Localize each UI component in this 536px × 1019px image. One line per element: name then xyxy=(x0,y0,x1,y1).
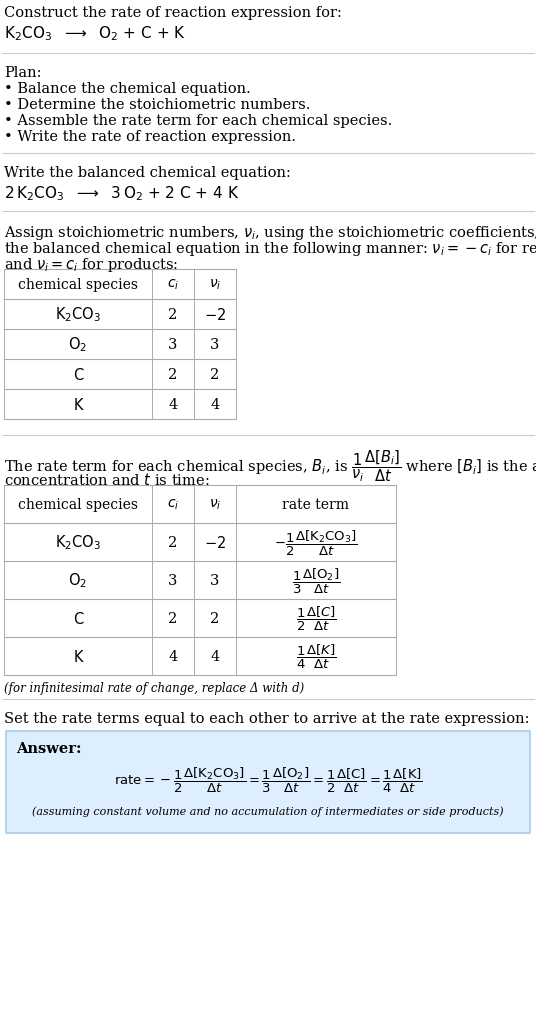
Text: Assign stoichiometric numbers, $\nu_i$, using the stoichiometric coefficients, $: Assign stoichiometric numbers, $\nu_i$, … xyxy=(4,224,536,242)
Text: $\dfrac{1}{2}\dfrac{\Delta[C]}{\Delta t}$: $\dfrac{1}{2}\dfrac{\Delta[C]}{\Delta t}… xyxy=(296,604,337,633)
Text: $\mathregular{K_2CO_3}$: $\mathregular{K_2CO_3}$ xyxy=(55,533,101,552)
Text: 4: 4 xyxy=(168,397,177,412)
Text: $-2$: $-2$ xyxy=(204,535,226,550)
Text: $-2$: $-2$ xyxy=(204,307,226,323)
Text: The rate term for each chemical species, $B_i$, is $\dfrac{1}{\nu_i}\dfrac{\Delt: The rate term for each chemical species,… xyxy=(4,447,536,483)
Text: • Write the rate of reaction expression.: • Write the rate of reaction expression. xyxy=(4,129,296,144)
Text: $-\dfrac{1}{2}\dfrac{\Delta[\mathregular{K_2CO_3}]}{\Delta t}$: $-\dfrac{1}{2}\dfrac{\Delta[\mathregular… xyxy=(274,528,358,557)
Text: $\dfrac{1}{3}\dfrac{\Delta[\mathregular{O_2}]}{\Delta t}$: $\dfrac{1}{3}\dfrac{\Delta[\mathregular{… xyxy=(292,566,340,595)
Text: $\mathregular{O_2}$: $\mathregular{O_2}$ xyxy=(69,571,87,590)
Text: chemical species: chemical species xyxy=(18,278,138,291)
Text: $\mathregular{2\,K_2CO_3}$  $\longrightarrow$  $\mathregular{3\,O_2}$ + 2 C + 4 : $\mathregular{2\,K_2CO_3}$ $\longrightar… xyxy=(4,183,240,203)
Text: C: C xyxy=(73,611,83,626)
Text: 2: 2 xyxy=(168,368,177,382)
Text: Construct the rate of reaction expression for:: Construct the rate of reaction expressio… xyxy=(4,6,342,20)
Text: 2: 2 xyxy=(210,368,220,382)
Text: the balanced chemical equation in the following manner: $\nu_i = -c_i$ for react: the balanced chemical equation in the fo… xyxy=(4,239,536,258)
Text: K: K xyxy=(73,649,83,663)
Text: • Assemble the rate term for each chemical species.: • Assemble the rate term for each chemic… xyxy=(4,114,392,127)
Text: 4: 4 xyxy=(168,649,177,663)
Text: 2: 2 xyxy=(168,611,177,626)
Text: 2: 2 xyxy=(210,611,220,626)
Text: Set the rate terms equal to each other to arrive at the rate expression:: Set the rate terms equal to each other t… xyxy=(4,711,530,726)
Text: chemical species: chemical species xyxy=(18,497,138,512)
Text: 4: 4 xyxy=(210,397,220,412)
Text: 2: 2 xyxy=(168,308,177,322)
Text: • Balance the chemical equation.: • Balance the chemical equation. xyxy=(4,82,251,96)
FancyBboxPatch shape xyxy=(6,732,530,834)
Text: C: C xyxy=(73,367,83,382)
Text: $\mathregular{K_2CO_3}$: $\mathregular{K_2CO_3}$ xyxy=(55,306,101,324)
Text: (assuming constant volume and no accumulation of intermediates or side products): (assuming constant volume and no accumul… xyxy=(32,805,504,816)
Text: $\mathregular{K_2CO_3}$  $\longrightarrow$  $\mathregular{O_2}$ + C + K: $\mathregular{K_2CO_3}$ $\longrightarrow… xyxy=(4,24,186,43)
Text: 3: 3 xyxy=(168,337,178,352)
Text: Write the balanced chemical equation:: Write the balanced chemical equation: xyxy=(4,166,291,179)
Text: Plan:: Plan: xyxy=(4,66,41,79)
Text: 3: 3 xyxy=(168,574,178,587)
Text: 3: 3 xyxy=(210,337,220,352)
Text: $\nu_i$: $\nu_i$ xyxy=(209,497,221,512)
Text: 4: 4 xyxy=(210,649,220,663)
Text: Answer:: Answer: xyxy=(16,741,81,755)
Text: 3: 3 xyxy=(210,574,220,587)
Text: K: K xyxy=(73,397,83,412)
Text: and $\nu_i = c_i$ for products:: and $\nu_i = c_i$ for products: xyxy=(4,256,178,274)
Text: • Determine the stoichiometric numbers.: • Determine the stoichiometric numbers. xyxy=(4,98,310,112)
Text: $c_i$: $c_i$ xyxy=(167,277,179,291)
Text: $\mathrm{rate} = -\dfrac{1}{2}\dfrac{\Delta[\mathregular{K_2CO_3}]}{\Delta t} = : $\mathrm{rate} = -\dfrac{1}{2}\dfrac{\De… xyxy=(114,765,422,795)
Text: rate term: rate term xyxy=(282,497,349,512)
Text: $\nu_i$: $\nu_i$ xyxy=(209,277,221,291)
Text: concentration and $t$ is time:: concentration and $t$ is time: xyxy=(4,472,210,487)
Text: 2: 2 xyxy=(168,535,177,549)
Text: (for infinitesimal rate of change, replace Δ with d): (for infinitesimal rate of change, repla… xyxy=(4,682,304,694)
Text: $\dfrac{1}{4}\dfrac{\Delta[K]}{\Delta t}$: $\dfrac{1}{4}\dfrac{\Delta[K]}{\Delta t}… xyxy=(296,642,336,671)
Text: $c_i$: $c_i$ xyxy=(167,497,179,512)
Text: $\mathregular{O_2}$: $\mathregular{O_2}$ xyxy=(69,335,87,354)
